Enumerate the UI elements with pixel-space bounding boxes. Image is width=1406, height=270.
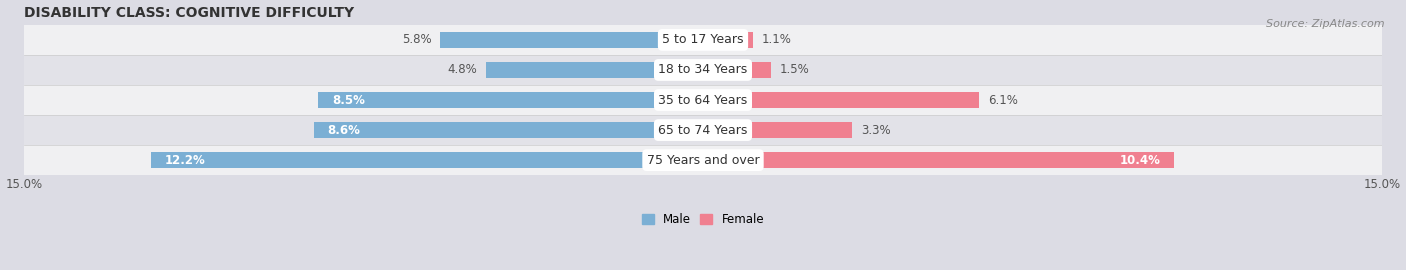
Bar — [24, 25, 1382, 55]
Bar — [24, 85, 1382, 115]
Text: DISABILITY CLASS: COGNITIVE DIFFICULTY: DISABILITY CLASS: COGNITIVE DIFFICULTY — [24, 6, 354, 19]
Text: 12.2%: 12.2% — [165, 154, 205, 167]
Bar — [314, 122, 703, 138]
Text: 6.1%: 6.1% — [988, 93, 1018, 107]
Bar — [440, 32, 703, 48]
Text: 3.3%: 3.3% — [862, 124, 891, 137]
Legend: Male, Female: Male, Female — [641, 213, 765, 226]
Text: 35 to 64 Years: 35 to 64 Years — [658, 93, 748, 107]
Text: 75 Years and over: 75 Years and over — [647, 154, 759, 167]
Bar — [703, 152, 1174, 168]
Text: 65 to 74 Years: 65 to 74 Years — [658, 124, 748, 137]
Bar — [24, 55, 1382, 85]
Text: 8.5%: 8.5% — [332, 93, 364, 107]
Text: 1.5%: 1.5% — [780, 63, 810, 76]
Text: 10.4%: 10.4% — [1119, 154, 1160, 167]
Text: 5.8%: 5.8% — [402, 33, 432, 46]
Text: 8.6%: 8.6% — [328, 124, 360, 137]
Bar — [318, 92, 703, 108]
Text: 1.1%: 1.1% — [762, 33, 792, 46]
Bar — [24, 115, 1382, 145]
Bar — [703, 62, 770, 78]
Text: 18 to 34 Years: 18 to 34 Years — [658, 63, 748, 76]
Text: 5 to 17 Years: 5 to 17 Years — [662, 33, 744, 46]
Bar — [485, 62, 703, 78]
Text: Source: ZipAtlas.com: Source: ZipAtlas.com — [1267, 19, 1385, 29]
Text: 4.8%: 4.8% — [447, 63, 477, 76]
Bar — [703, 32, 752, 48]
Bar — [703, 92, 979, 108]
Bar — [150, 152, 703, 168]
Bar — [703, 122, 852, 138]
Bar — [24, 145, 1382, 175]
